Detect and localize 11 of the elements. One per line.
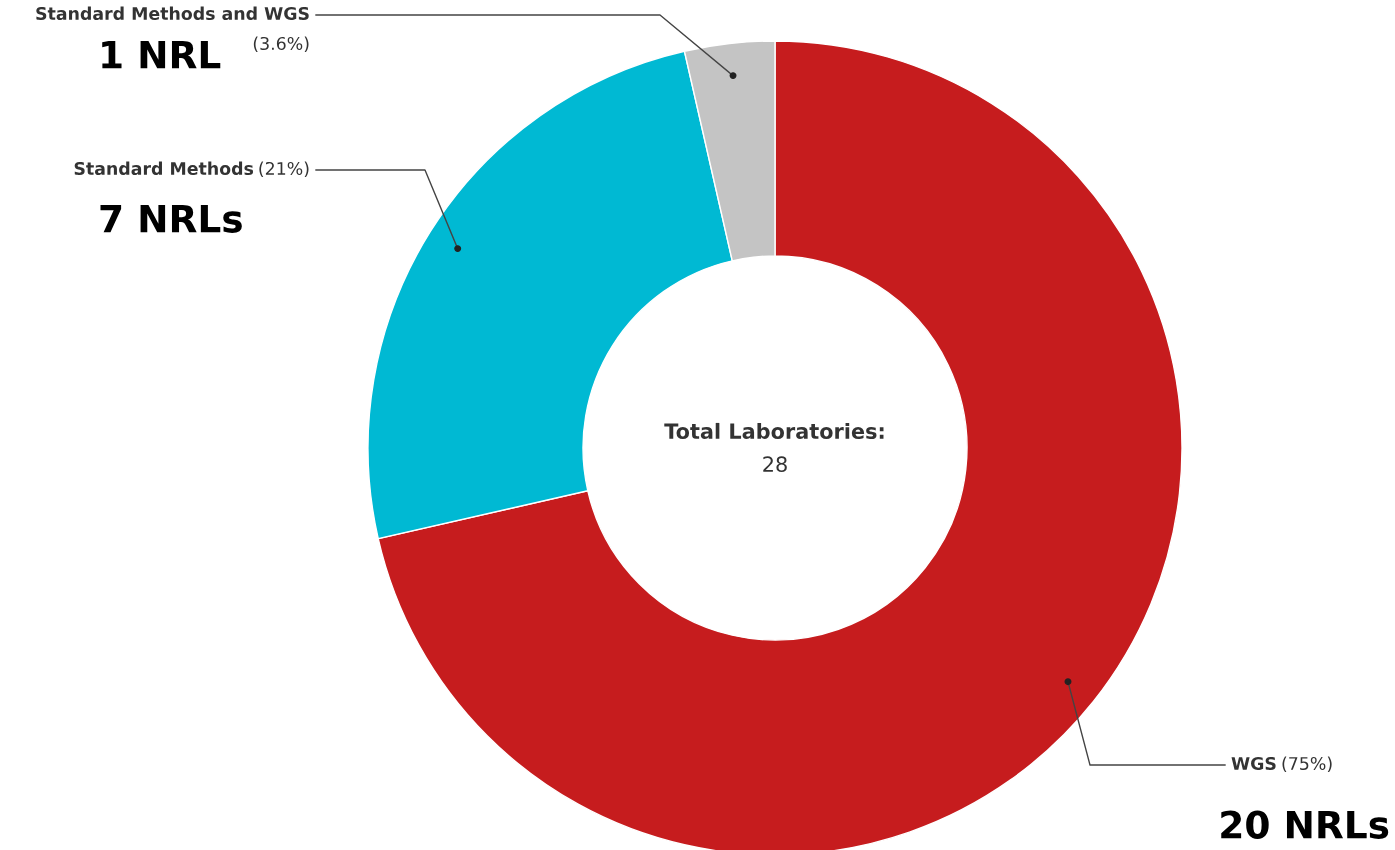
text: Total Laboratories:	[664, 422, 884, 440]
text: (75%)	[1282, 756, 1332, 773]
text: 28	[763, 456, 787, 473]
text: (3.6%)	[253, 36, 309, 53]
text: (21%)	[259, 161, 309, 178]
slice-label: Standard Methods	[74, 161, 254, 176]
slice-label: Standard Methods and WGS	[36, 6, 309, 21]
data-label: 7 NRLs	[100, 205, 242, 233]
data-label: 20 NRLs	[1221, 810, 1389, 839]
data-label: 1 NRL	[102, 41, 221, 69]
slice-label: WGS	[1231, 756, 1276, 771]
